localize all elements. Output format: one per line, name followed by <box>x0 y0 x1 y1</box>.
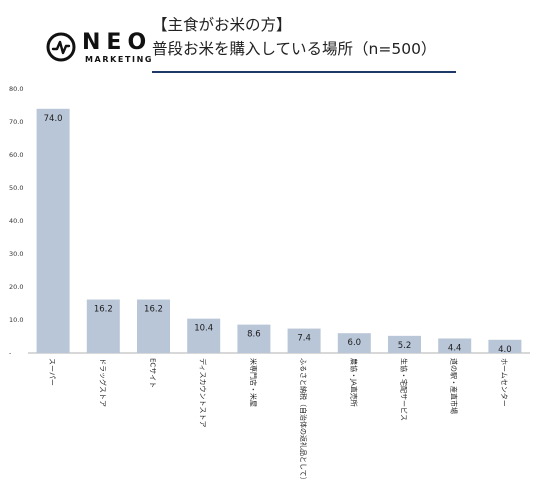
neo-marketing-logo: NEO MARKETING <box>46 30 181 64</box>
bar-value-label: 4.4 <box>448 343 462 353</box>
bar <box>388 335 421 353</box>
y-tick-label: 80.0 <box>9 85 23 93</box>
brand-tagline: MARKETING <box>85 55 154 64</box>
category-label: スーパー <box>48 358 56 386</box>
pulse-circle-icon <box>46 32 76 62</box>
title-line-2: 普段お米を購入している場所（n=500） <box>152 40 437 58</box>
category-label: ディスカウントストア <box>199 358 208 428</box>
y-tick-label: - <box>9 349 12 357</box>
category-label: ドラッグストア <box>98 358 107 407</box>
bar-value-label: 16.2 <box>94 305 113 315</box>
y-tick-label: 20.0 <box>9 283 23 291</box>
y-tick-label: 10.0 <box>9 316 23 324</box>
bar-value-label: 7.4 <box>297 334 311 344</box>
bar <box>488 339 522 353</box>
bar-value-label: 6.0 <box>348 338 362 348</box>
bar <box>438 338 472 353</box>
bar <box>237 324 271 353</box>
bar <box>86 299 120 353</box>
bar-value-label: 8.6 <box>247 330 261 340</box>
category-label: 生協・宅配サービス <box>400 358 409 421</box>
chart-title: 【主食がお米の方】 普段お米を購入している場所（n=500） <box>152 14 456 60</box>
bar <box>187 318 221 353</box>
y-tick-label: 70.0 <box>9 118 23 126</box>
brand-name: NEO <box>82 30 153 55</box>
bar-value-label: 5.2 <box>398 341 412 351</box>
category-label: 道の駅・産直市場 <box>450 358 459 414</box>
bar <box>287 328 321 353</box>
category-label: 米専門店・米屋 <box>249 358 258 407</box>
title-line-1: 【主食がお米の方】 <box>152 16 292 34</box>
bar-value-label: 74.0 <box>44 114 63 124</box>
category-label: ECサイト <box>149 358 157 388</box>
bar <box>36 108 70 353</box>
category-label: ふるさと納税（自治体の返礼品として） <box>299 358 308 484</box>
category-label: ホームセンター <box>500 358 509 407</box>
bar-value-label: 10.4 <box>194 324 213 334</box>
header: NEO MARKETING 【主食がお米の方】 普段お米を購入している場所（n=… <box>0 0 545 78</box>
y-tick-label: 60.0 <box>9 151 23 159</box>
y-tick-label: 30.0 <box>9 250 23 258</box>
y-tick-label: 40.0 <box>9 217 23 225</box>
bar-value-label: 4.0 <box>498 345 512 355</box>
title-underline <box>152 71 456 73</box>
bar <box>137 299 170 353</box>
category-label: 農協・JA直売所 <box>349 358 358 407</box>
y-tick-label: 50.0 <box>9 184 23 192</box>
bar <box>337 333 371 353</box>
bar-value-label: 16.2 <box>144 305 163 315</box>
